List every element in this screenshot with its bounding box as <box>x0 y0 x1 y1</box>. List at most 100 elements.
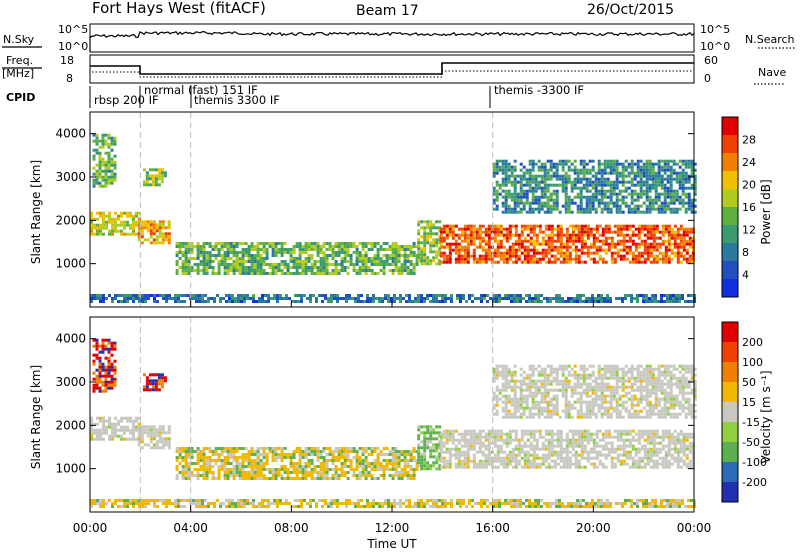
range-gate-cell <box>152 437 156 441</box>
range-gate-cell <box>652 248 656 252</box>
range-gate-cell <box>693 192 697 196</box>
range-gate-cell <box>193 245 197 248</box>
range-gate-cell <box>199 263 203 266</box>
range-gate-cell <box>295 257 299 260</box>
range-gate-cell <box>244 269 248 272</box>
range-gate-cell <box>202 269 206 272</box>
range-gate-cell <box>613 429 617 433</box>
range-gate-cell <box>663 294 666 297</box>
range-gate-cell <box>577 429 581 433</box>
range-gate-cell <box>682 230 686 234</box>
range-gate-cell <box>654 171 658 175</box>
range-gate-cell <box>609 300 612 303</box>
range-gate-cell <box>559 242 563 246</box>
range-gate-cell <box>448 435 452 439</box>
range-gate-cell <box>592 239 596 243</box>
range-gate-cell <box>391 257 395 260</box>
range-gate-cell <box>450 300 453 303</box>
range-gate-cell <box>223 254 227 257</box>
range-gate-cell <box>220 453 224 456</box>
range-gate-cell <box>660 186 664 190</box>
range-gate-cell <box>532 230 536 234</box>
range-gate-cell <box>565 227 569 231</box>
range-gate-cell <box>337 248 341 251</box>
range-gate-cell <box>355 450 359 453</box>
range-gate-cell <box>666 186 670 190</box>
range-gate-cell <box>205 456 209 459</box>
range-gate-cell <box>195 297 198 300</box>
range-gate-cell <box>501 195 505 199</box>
range-gate-cell <box>226 468 230 471</box>
range-gate-cell <box>508 435 512 439</box>
range-gate-cell <box>274 251 278 254</box>
range-gate-cell <box>660 180 664 184</box>
range-gate-cell <box>652 429 656 433</box>
range-gate-cell <box>463 465 467 469</box>
range-gate-cell <box>534 294 537 297</box>
range-gate-cell <box>669 189 673 193</box>
range-gate-cell <box>145 177 149 181</box>
range-gate-cell <box>259 248 263 251</box>
range-gate-cell <box>591 180 595 184</box>
range-gate-cell <box>499 456 503 460</box>
range-gate-cell <box>484 254 488 258</box>
range-gate-cell <box>439 260 443 264</box>
range-gate-cell <box>457 438 461 442</box>
range-gate-cell <box>412 471 416 474</box>
range-gate-cell <box>495 297 498 300</box>
range-gate-cell <box>460 227 464 231</box>
power-grid <box>139 112 494 307</box>
range-gate-cell <box>366 300 369 303</box>
range-gate-cell <box>514 435 518 439</box>
range-gate-cell <box>181 251 185 254</box>
range-gate-cell <box>559 456 563 460</box>
range-gate-cell <box>432 446 436 450</box>
range-gate-cell <box>369 297 372 300</box>
range-gate-cell <box>690 186 694 190</box>
range-gate-cell <box>639 210 643 214</box>
range-gate-cell <box>651 207 655 211</box>
range-gate-cell <box>113 142 117 146</box>
range-gate-cell <box>160 382 164 386</box>
range-gate-cell <box>516 195 520 199</box>
range-gate-cell <box>90 211 93 215</box>
range-gate-cell <box>582 165 586 169</box>
range-gate-cell <box>101 160 105 164</box>
range-gate-cell <box>529 441 533 445</box>
range-gate-cell <box>676 260 680 264</box>
range-gate-cell <box>111 232 114 236</box>
range-gate-cell <box>511 459 515 463</box>
range-gate-cell <box>616 233 620 237</box>
range-gate-cell <box>543 201 547 205</box>
range-gate-cell <box>241 260 245 263</box>
range-gate-cell <box>667 224 671 228</box>
range-gate-cell <box>643 438 647 442</box>
range-gate-cell <box>547 453 551 457</box>
range-gate-cell <box>253 459 257 462</box>
range-gate-cell <box>580 456 584 460</box>
range-gate-cell <box>105 428 108 432</box>
range-gate-cell <box>202 266 206 269</box>
range-gate-cell <box>544 465 548 469</box>
range-gate-cell <box>655 248 659 252</box>
range-gate-cell <box>510 192 514 196</box>
range-gate-cell <box>469 227 473 231</box>
cpid-segment-1: normal (fast) 151 IF <box>144 83 258 97</box>
range-gate-cell <box>546 174 550 178</box>
range-gate-cell <box>570 183 574 187</box>
range-gate-cell <box>615 159 619 163</box>
range-gate-cell <box>313 272 317 275</box>
range-gate-cell <box>426 226 430 230</box>
range-gate-cell <box>330 300 333 303</box>
range-gate-cell <box>583 230 587 234</box>
range-gate-cell <box>472 438 476 442</box>
range-gate-cell <box>580 239 584 243</box>
range-gate-cell <box>241 453 245 456</box>
range-gate-cell <box>123 428 126 432</box>
range-gate-cell <box>108 437 111 441</box>
range-gate-cell <box>217 474 221 477</box>
range-gate-cell <box>681 201 685 205</box>
range-gate-cell <box>615 198 619 202</box>
range-gate-cell <box>448 242 452 246</box>
